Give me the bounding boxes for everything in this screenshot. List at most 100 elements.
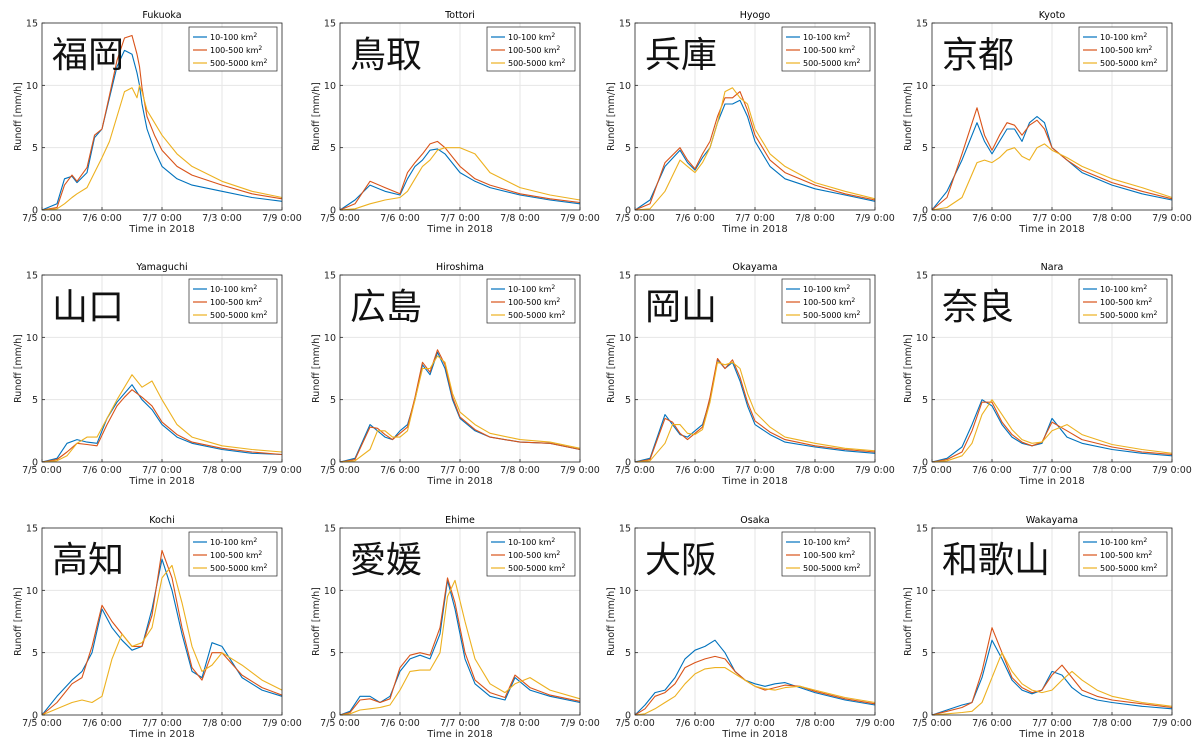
x-tick-label: 7/9 0:00 — [262, 213, 302, 224]
legend-label-sup: 2 — [263, 310, 267, 317]
legend-label-sup: 2 — [1148, 45, 1152, 52]
x-tick-label: 7/6 0:00 — [82, 718, 122, 729]
chart-title: Kochi — [149, 515, 174, 526]
x-tick-label: 7/7 0:00 — [142, 213, 182, 224]
legend-label-sup: 2 — [263, 563, 267, 570]
chart-title: Osaka — [740, 515, 769, 526]
legend-label: 500-5000 km2 — [508, 58, 565, 68]
prefecture-label: 福岡 — [52, 35, 124, 76]
x-tick-label: 7/9 0:00 — [1152, 718, 1192, 729]
y-tick-label: 5 — [922, 648, 928, 659]
y-axis-label: Runoff [mm/h] — [311, 587, 322, 656]
legend-label-sup: 2 — [258, 45, 262, 52]
legend-label-text: 500-5000 km — [508, 59, 562, 68]
chart-title: Fukuoka — [142, 10, 181, 21]
x-tick-label: 7/6 0:00 — [380, 465, 420, 476]
y-tick-label: 15 — [619, 19, 631, 30]
x-tick-label: 7/5 0:00 — [22, 465, 62, 476]
y-tick-label: 10 — [26, 333, 38, 344]
legend: 10-100 km2100-500 km2500-5000 km2 — [487, 279, 575, 323]
chart-title: Ehime — [445, 515, 475, 526]
subplot-nara: 0510157/5 0:00 7/6 0:00 7/7 0:00 7/8 0:00 7/… — [903, 262, 1192, 487]
x-tick-label: 7/7 0:00 — [735, 465, 775, 476]
prefecture-label: 京都 — [942, 35, 1014, 76]
x-tick-label: 7/8 0:00 — [1092, 213, 1132, 224]
y-tick-label: 10 — [916, 333, 928, 344]
y-tick-label: 15 — [619, 524, 631, 535]
x-axis-label: Time in 2018 — [426, 224, 492, 235]
chart-title: Kyoto — [1039, 10, 1066, 21]
prefecture-label: 和歌山 — [942, 540, 1050, 581]
y-tick-label: 10 — [619, 333, 631, 344]
legend-label-text: 10-100 km — [803, 33, 847, 42]
subplot-tottori: 0510157/5 0:00 7/6 0:00 7/7 0:00 7/8 0:00 7/… — [311, 10, 600, 235]
x-tick-label: 7/5 0:00 — [22, 718, 62, 729]
legend-label-text: 10-100 km — [210, 33, 254, 42]
x-tick-label: 7/9 0:00 — [262, 718, 302, 729]
x-tick-label: 7/5 0:00 — [22, 213, 62, 224]
legend-label-sup: 2 — [1148, 550, 1152, 557]
legend-label: 100-500 km2 — [210, 297, 262, 307]
legend-label-sup: 2 — [1148, 297, 1152, 304]
legend-label-sup: 2 — [253, 284, 257, 291]
legend-label: 100-500 km2 — [508, 297, 560, 307]
legend-label: 100-500 km2 — [803, 45, 855, 55]
legend-label-sup: 2 — [253, 32, 257, 39]
legend-label-sup: 2 — [1143, 537, 1147, 544]
y-tick-label: 5 — [625, 143, 631, 154]
legend-label-sup: 2 — [851, 45, 855, 52]
legend-label: 10-100 km2 — [803, 537, 850, 547]
legend-label-sup: 2 — [253, 537, 257, 544]
legend-label-sup: 2 — [846, 284, 850, 291]
y-tick-label: 15 — [26, 271, 38, 282]
y-tick-label: 10 — [26, 586, 38, 597]
legend-label: 500-5000 km2 — [803, 58, 860, 68]
x-tick-label: 7/5 0:00 — [320, 718, 360, 729]
legend-label-text: 10-100 km — [508, 33, 552, 42]
prefecture-label: 愛媛 — [350, 540, 422, 581]
legend: 10-100 km2100-500 km2500-5000 km2 — [1079, 532, 1167, 576]
legend-label: 100-500 km2 — [508, 550, 560, 560]
legend-label-text: 500-5000 km — [210, 311, 264, 320]
chart-title: Wakayama — [1026, 515, 1078, 526]
x-tick-label: 7/8 0:00 — [795, 718, 835, 729]
legend-label-text: 500-5000 km — [508, 564, 562, 573]
subplot-fukuoka: 0 5 10 15 7/5 0:00 7/6 0:00 7/7 0:00 7/3 0:00 7/… — [13, 10, 302, 235]
x-tick-label: 7/9 0:00 — [855, 465, 895, 476]
legend-label: 10-100 km2 — [1100, 284, 1147, 294]
y-axis-label: Runoff [mm/h] — [903, 82, 914, 151]
y-tick-label: 5 — [32, 648, 38, 659]
x-tick-label: 7/5 0:00 — [320, 213, 360, 224]
y-tick-label: 15 — [324, 19, 336, 30]
legend-label-text: 10-100 km — [1100, 538, 1144, 547]
y-tick-label: 5 — [32, 395, 38, 406]
legend-label-text: 500-5000 km — [1100, 59, 1154, 68]
x-tick-label: 7/7 0:00 — [735, 213, 775, 224]
x-tick-label: 7/6 0:00 — [380, 718, 420, 729]
subplot-hyogo: 0 5 10 15 7/5 0:00 7/6 0:00 7/7 0:00 7/8 0:00 7/… — [606, 10, 895, 235]
legend-label-text: 500-5000 km — [1100, 564, 1154, 573]
legend-label: 10-100 km2 — [508, 537, 555, 547]
x-tick-label: 7/8 0:00 — [1092, 718, 1132, 729]
legend-label-sup: 2 — [556, 45, 560, 52]
legend-label-text: 100-500 km — [210, 551, 259, 560]
legend-label-sup: 2 — [561, 310, 565, 317]
legend-label-text: 500-5000 km — [210, 59, 264, 68]
y-tick-label: 5 — [625, 395, 631, 406]
legend-label-text: 100-500 km — [210, 298, 259, 307]
legend-label-text: 100-500 km — [508, 298, 557, 307]
legend: 10-100 km2100-500 km2500-5000 km2 — [487, 532, 575, 576]
subplot-ehime: 0510157/5 0:00 7/6 0:00 7/7 0:00 7/8 0:00 7/… — [311, 515, 600, 740]
x-tick-label: 7/7 0:00 — [142, 718, 182, 729]
legend-label: 10-100 km2 — [803, 32, 850, 42]
y-tick-label: 5 — [32, 143, 38, 154]
legend-label-sup: 2 — [1153, 310, 1157, 317]
prefecture-label: 岡山 — [645, 287, 717, 328]
y-axis-label: Runoff [mm/h] — [13, 334, 24, 403]
legend-label: 500-5000 km2 — [1100, 563, 1157, 573]
y-axis-label: Runoff [mm/h] — [13, 587, 24, 656]
x-axis-label: Time in 2018 — [1018, 224, 1084, 235]
legend-label: 10-100 km2 — [1100, 32, 1147, 42]
subplot-osaka: 0 5 10 15 7/5 0:00 7/6 0:00 7/7 0:00 7/8 0:00 7/… — [606, 515, 895, 740]
